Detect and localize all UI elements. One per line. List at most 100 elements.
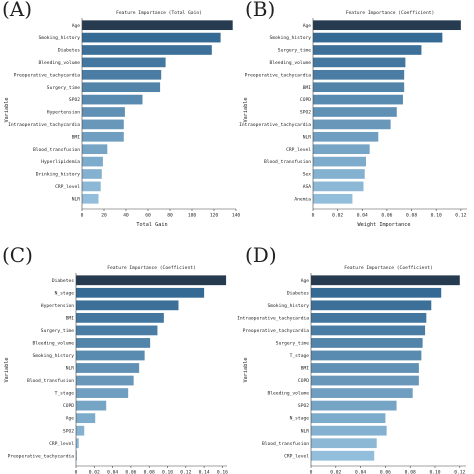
x-tick-label: 0 (75, 470, 78, 474)
bar (76, 388, 129, 398)
y-tick-label: Preoperative_tachycardia (245, 72, 312, 78)
y-tick-label: COPD (300, 97, 311, 103)
bar (311, 275, 460, 286)
y-tick-label: Blood_transfusion (33, 147, 80, 153)
bar (311, 338, 423, 348)
y-tick-label: Surgery_time (276, 341, 309, 347)
bar (311, 400, 397, 411)
y-tick-label: SPO2 (63, 428, 74, 434)
y-tick-label: Bleeding_volume (39, 60, 81, 66)
y-tick-label: Diabetes (287, 290, 309, 296)
y-tick-label: Surgery_time (278, 48, 311, 54)
y-tick-label: T_stage (290, 353, 310, 359)
y-tick-label: Blood_transfusion (27, 378, 74, 384)
bar (311, 438, 377, 449)
bar (313, 144, 370, 155)
y-tick-label: Diabetes (52, 278, 74, 284)
bar (313, 193, 353, 204)
panel-0: (A) Feature Importance (Total Gain) Age Smo… (2, 0, 240, 228)
x-tick-label: 0.08 (405, 470, 416, 474)
y-tick-label: Age (301, 278, 310, 284)
y-tick-label: Hyperlipidemia (41, 159, 80, 165)
y-tick-label: Age (303, 23, 312, 29)
bar (82, 32, 221, 43)
bar (313, 156, 366, 167)
y-tick-label: Blood_transfusion (264, 159, 311, 165)
chart-title: Feature Importance (Total Gain) (116, 10, 202, 16)
x-tick-label: 0.02 (89, 470, 100, 474)
bar (76, 287, 205, 298)
bar (313, 20, 461, 31)
x-tick-label: 0.12 (454, 470, 465, 474)
bar (313, 169, 365, 179)
y-tick-label: SPO2 (298, 403, 309, 409)
bar (313, 57, 406, 68)
y-axis-label: Variable (243, 98, 249, 123)
x-tick-label: 0 (312, 213, 315, 219)
x-tick-label: 0.12 (455, 213, 466, 219)
bar (82, 94, 143, 105)
y-tick-label: Preoperative_tachycardia (14, 72, 81, 78)
y-tick-label: CRP_level (286, 147, 311, 153)
x-tick-label: 0.02 (332, 213, 343, 219)
y-tick-label: Age (66, 416, 75, 422)
y-tick-label: CRP_level (49, 441, 74, 447)
y-tick-label: Drinking_history (36, 172, 80, 178)
y-tick-label: CRP_level (55, 184, 80, 190)
bar (82, 45, 212, 55)
bar (82, 20, 233, 31)
x-tick-label: 0.04 (355, 470, 366, 474)
bar (76, 400, 107, 411)
bar (76, 338, 151, 348)
x-axis-label: Weight Importance (357, 222, 410, 228)
y-tick-label: Anemia (294, 196, 311, 202)
bar (313, 107, 397, 117)
bar (311, 300, 432, 311)
bar (76, 300, 179, 311)
x-tick-label: 0.10 (162, 470, 173, 474)
x-tick-label: 0.04 (107, 470, 118, 474)
bar (76, 350, 145, 361)
y-tick-label: CRP_level (284, 453, 309, 459)
y-tick-label: BMI (66, 315, 75, 321)
y-tick-label: SPO2 (69, 97, 80, 103)
y-tick-label: Smoking_history (268, 303, 310, 309)
y-tick-label: BMI (301, 366, 310, 372)
y-tick-label: Bleeding_volume (268, 391, 310, 397)
y-tick-label: Surgery_time (47, 85, 80, 91)
bar (82, 131, 124, 142)
bar (313, 82, 405, 93)
bar (313, 94, 403, 105)
bar (82, 193, 99, 204)
bar (311, 450, 375, 461)
bar (82, 57, 166, 68)
x-tick-label: 100 (188, 213, 197, 219)
bar (76, 325, 158, 336)
y-tick-label: COPD (63, 403, 74, 409)
panel-2: (C) Feature Importance (Coefficient) Diabe… (2, 243, 228, 474)
chart-title: Feature Importance (Coefficient) (107, 265, 196, 271)
y-tick-label: Sex (303, 172, 312, 178)
y-tick-label: N_stage (290, 416, 310, 422)
y-tick-label: Surgery_time (41, 328, 74, 334)
x-tick-label: 0.08 (144, 470, 155, 474)
y-tick-label: Bleeding_volume (270, 60, 312, 66)
y-tick-label: Intraoperative_tachycardia (8, 122, 80, 128)
y-tick-label: Preoperative_tachycardia (8, 453, 75, 459)
x-tick-label: 0 (310, 470, 313, 474)
y-tick-label: N_stage (55, 290, 75, 296)
y-tick-label: SPO2 (300, 110, 311, 116)
bar (313, 119, 391, 130)
x-tick-label: 0.02 (330, 470, 341, 474)
bar (76, 312, 164, 323)
bar (82, 144, 108, 155)
bar (82, 181, 101, 192)
bar (311, 413, 386, 424)
y-tick-label: Smoking_history (270, 35, 312, 41)
x-tick-label: 0.06 (381, 213, 392, 219)
x-tick-label: 0.08 (406, 213, 417, 219)
y-tick-label: Blood_transfusion (262, 441, 309, 447)
chart-title: Feature Importance (Coefficient) (346, 10, 435, 16)
bar (311, 363, 419, 373)
x-tick-label: 60 (145, 213, 151, 219)
